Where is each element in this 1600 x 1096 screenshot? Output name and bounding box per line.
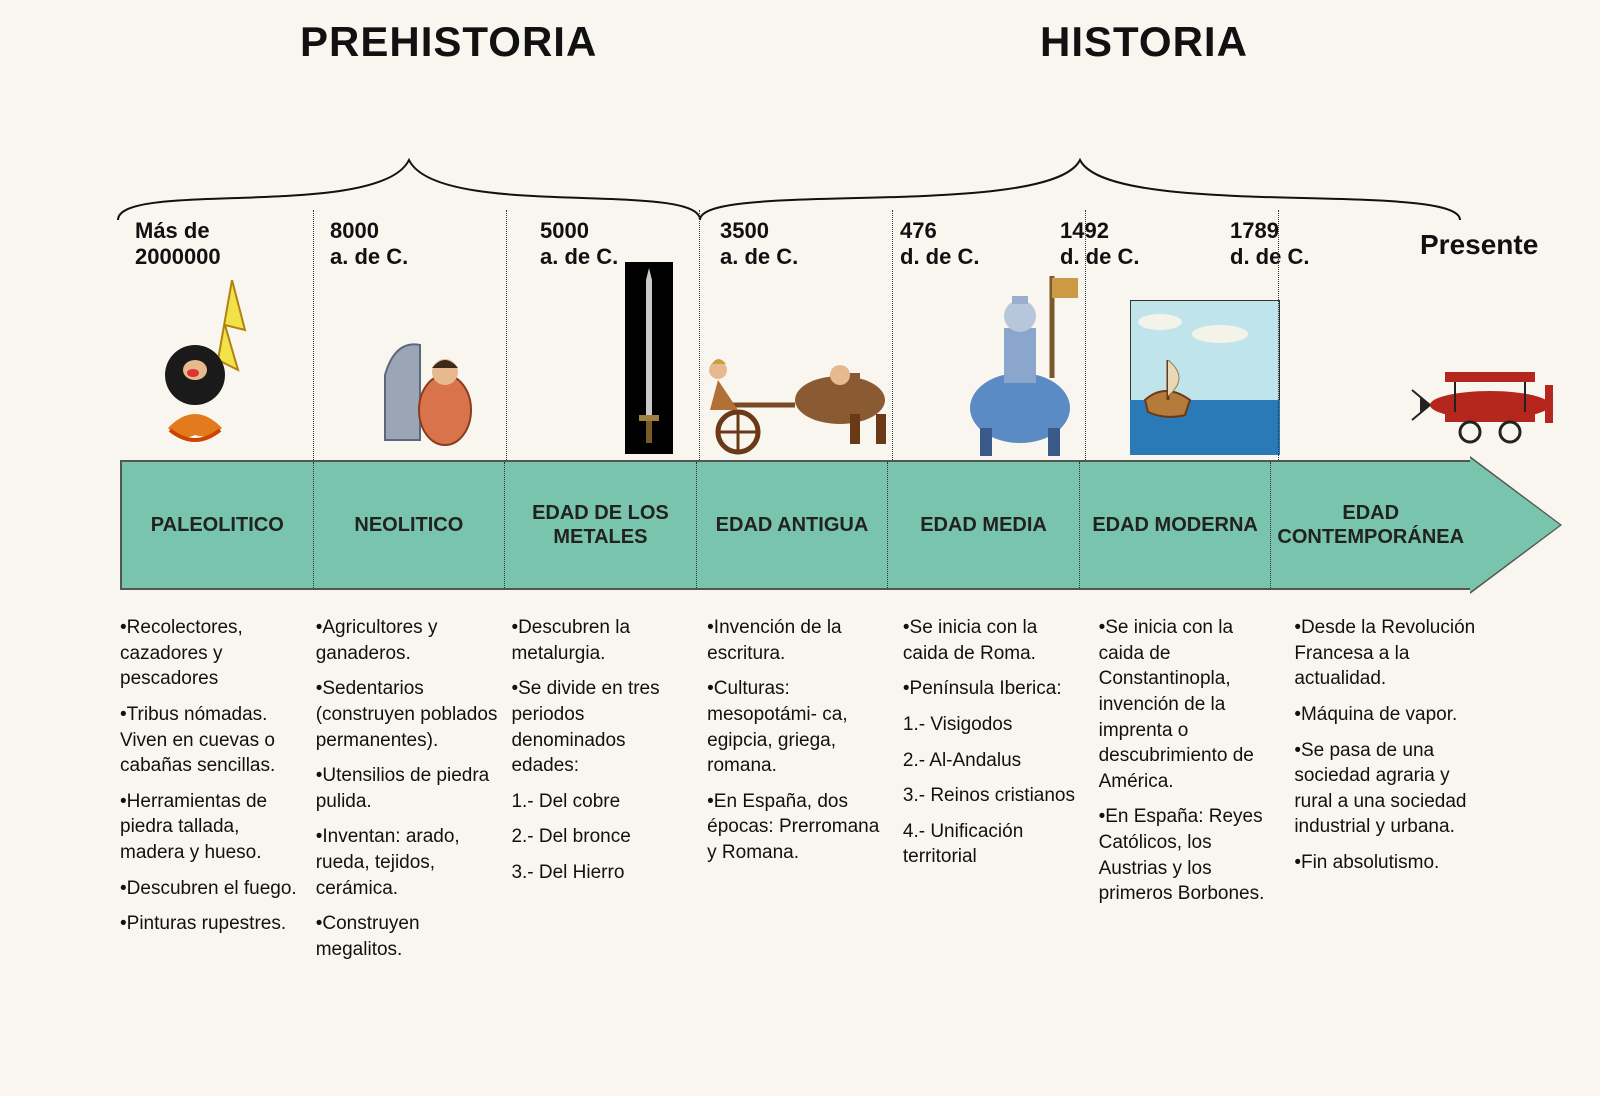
desc-c6-b2: •Se pasa de una sociedad agraria y rural…: [1294, 738, 1476, 841]
timeline-page: PREHISTORIA HISTORIA Más de 2000000 8000…: [0, 0, 1600, 1096]
divider-6: [1278, 210, 1279, 460]
date-2-line1: 5000: [540, 218, 589, 243]
desc-c4-b1: •Península Iberica:: [903, 676, 1085, 702]
desc-c6-b0: •Desde la Revolución Francesa a la actua…: [1294, 615, 1476, 692]
era-prehistoria: PREHISTORIA: [300, 18, 597, 66]
desc-c4-b3: 2.- Al-Andalus: [903, 748, 1085, 774]
desc-c0-b4: •Pinturas rupestres.: [120, 911, 302, 937]
desc-c6-b3: •Fin absolutismo.: [1294, 850, 1476, 876]
era-historia: HISTORIA: [1040, 18, 1248, 66]
divider-5: [1085, 210, 1086, 460]
date-6-line2: d. de C.: [1230, 244, 1309, 269]
period-neolitico: NEOLITICO: [314, 462, 506, 588]
desc-c4-b4: 3.- Reinos cristianos: [903, 783, 1085, 809]
desc-c1-b2: •Utensilios de piedra pulida.: [316, 763, 498, 814]
date-2: 5000 a. de C.: [540, 218, 618, 271]
desc-c2-b1: •Se divide en tres periodos denominados …: [511, 676, 693, 779]
desc-c4-b2: 1.- Visigodos: [903, 712, 1085, 738]
desc-c2-b3: 2.- Del bronce: [511, 824, 693, 850]
date-3-line2: a. de C.: [720, 244, 798, 269]
neolithic-person-icon: [370, 320, 490, 455]
desc-c1-b4: •Construyen megalitos.: [316, 911, 498, 962]
divider-2: [506, 210, 507, 460]
date-5-line2: d. de C.: [1060, 244, 1139, 269]
arrow-body: PALEOLITICO NEOLITICO EDAD DE LOS METALE…: [120, 460, 1470, 590]
desc-c4-b5: 4.- Unificación territorial: [903, 819, 1085, 870]
desc-media: •Se inicia con la caida de Roma. •Peníns…: [903, 615, 1099, 973]
period-paleolitico: PALEOLITICO: [122, 462, 314, 588]
date-0-line1: Más de: [135, 218, 210, 243]
divider-4: [892, 210, 893, 460]
desc-c3-b0: •Invención de la escritura.: [707, 615, 889, 666]
date-4-line1: 476: [900, 218, 937, 243]
date-7-line1: Presente: [1420, 229, 1538, 260]
date-3-line1: 3500: [720, 218, 769, 243]
desc-moderna: •Se inicia con la caida de Constantinopl…: [1099, 615, 1295, 973]
date-6: 1789 d. de C.: [1230, 218, 1309, 271]
descriptions-row: •Recolectores, cazadores y pescadores •T…: [120, 615, 1490, 973]
biplane-icon: [1400, 350, 1570, 455]
date-4: 476 d. de C.: [900, 218, 979, 271]
period-edad-contemporanea: EDAD CONTEMPORÁNEA: [1271, 462, 1470, 588]
desc-c4-b0: •Se inicia con la caida de Roma.: [903, 615, 1085, 666]
desc-c5-b1: •En España: Reyes Católicos, los Austria…: [1099, 804, 1281, 907]
date-1-line1: 8000: [330, 218, 379, 243]
desc-c2-b4: 3.- Del Hierro: [511, 860, 693, 886]
knight-icon: [950, 268, 1090, 463]
desc-c3-b2: •En España, dos épocas: Prerromana y Rom…: [707, 789, 889, 866]
desc-contemporanea: •Desde la Revolución Francesa a la actua…: [1294, 615, 1490, 973]
date-3: 3500 a. de C.: [720, 218, 798, 271]
date-5: 1492 d. de C.: [1060, 218, 1139, 271]
period-edad-moderna: EDAD MODERNA: [1080, 462, 1272, 588]
period-edad-media: EDAD MEDIA: [888, 462, 1080, 588]
desc-antigua: •Invención de la escritura. •Culturas: m…: [707, 615, 903, 973]
date-1: 8000 a. de C.: [330, 218, 408, 271]
desc-c0-b0: •Recolectores, cazadores y pescadores: [120, 615, 302, 692]
desc-c1-b3: •Inventan: arado, rueda, tejidos, cerámi…: [316, 824, 498, 901]
desc-c5-b0: •Se inicia con la caida de Constantinopl…: [1099, 615, 1281, 794]
desc-c2-b2: 1.- Del cobre: [511, 789, 693, 815]
desc-metales: •Descubren la metalurgia. •Se divide en …: [511, 615, 707, 973]
date-0-line2: 2000000: [135, 244, 221, 269]
desc-c1-b0: •Agricultores y ganaderos.: [316, 615, 498, 666]
date-6-line1: 1789: [1230, 218, 1279, 243]
ship-sea-icon: [1130, 300, 1280, 460]
divider-3: [699, 210, 700, 460]
sword-icon: [625, 262, 673, 459]
date-2-line2: a. de C.: [540, 244, 618, 269]
desc-c0-b2: •Herramientas de piedra tallada, madera …: [120, 789, 302, 866]
period-edad-metales: EDAD DE LOS METALES: [505, 462, 697, 588]
date-1-line2: a. de C.: [330, 244, 408, 269]
desc-c1-b1: •Sedentarios (construyen poblados perman…: [316, 676, 498, 753]
timeline-arrow: PALEOLITICO NEOLITICO EDAD DE LOS METALE…: [120, 460, 1560, 590]
fire-caveman-icon: [150, 280, 270, 455]
desc-c0-b3: •Descubren el fuego.: [120, 876, 302, 902]
desc-c6-b1: •Máquina de vapor.: [1294, 702, 1476, 728]
desc-c0-b1: •Tribus nómadas. Viven en cuevas o cabañ…: [120, 702, 302, 779]
period-edad-antigua: EDAD ANTIGUA: [697, 462, 889, 588]
desc-neolitico: •Agricultores y ganaderos. •Sedentarios …: [316, 615, 512, 973]
arrow-head: [1470, 458, 1560, 592]
divider-1: [313, 210, 314, 460]
date-0: Más de 2000000: [135, 218, 221, 271]
chariot-icon: [700, 310, 900, 460]
desc-c3-b1: •Culturas: mesopotámi- ca, egipcia, grie…: [707, 676, 889, 779]
date-4-line2: d. de C.: [900, 244, 979, 269]
desc-paleolitico: •Recolectores, cazadores y pescadores •T…: [120, 615, 316, 973]
desc-c2-b0: •Descubren la metalurgia.: [511, 615, 693, 666]
date-7: Presente: [1420, 228, 1538, 262]
